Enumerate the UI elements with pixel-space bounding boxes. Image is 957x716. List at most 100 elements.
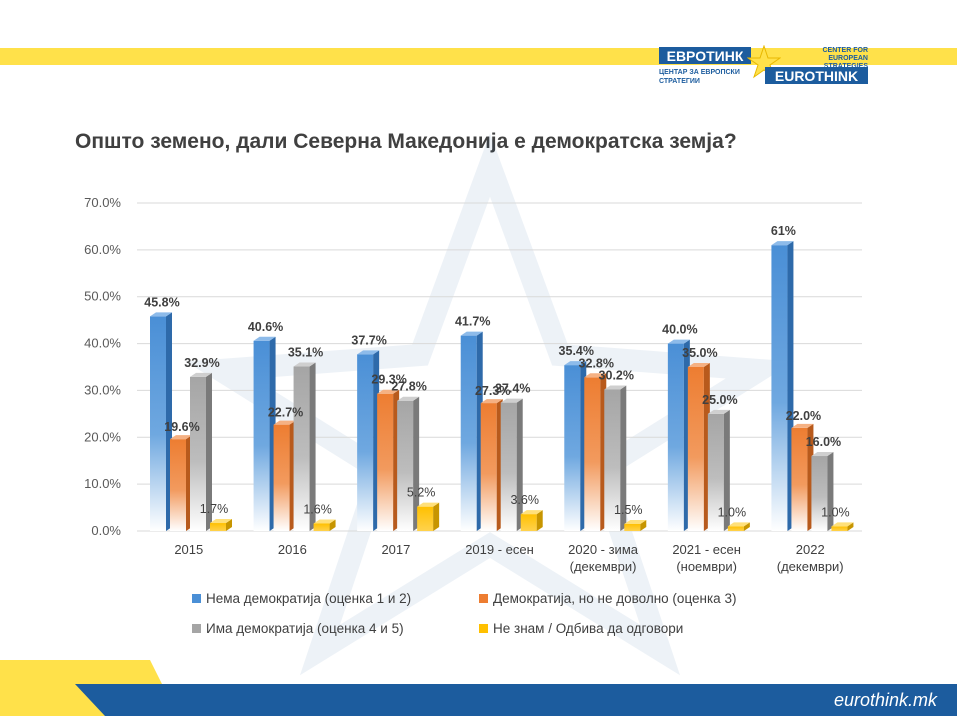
bar-top (500, 398, 523, 403)
bar-front (313, 523, 330, 531)
bar (771, 241, 794, 531)
legend-item-democracy-not-enough: Демократија, но не доволно (оценка 3) (479, 591, 736, 606)
bar-side (847, 522, 854, 531)
data-label: 61% (771, 224, 796, 238)
y-tick-label: 20.0% (84, 429, 121, 444)
bar-top (727, 522, 750, 527)
logo-en-subtitle: CENTER FOR EUROPEAN STRATEGIES (822, 47, 869, 70)
bar-top (357, 350, 380, 355)
data-label: 32.9% (184, 356, 219, 370)
data-label: 35.1% (288, 346, 323, 360)
bar (811, 452, 834, 531)
x-tick-label: 2022 (796, 542, 825, 557)
bar-front (253, 340, 270, 531)
data-label: 16.0% (806, 435, 841, 449)
bar (170, 435, 192, 531)
bar-front (460, 335, 477, 531)
data-label: 41.7% (455, 315, 490, 329)
legend-swatch (479, 594, 488, 603)
data-label: 27.8% (391, 380, 426, 394)
bar (397, 396, 420, 531)
bar-top (480, 399, 503, 404)
bar (604, 385, 627, 531)
eurothink-logo: ЕВРОТИНК ЦЕНТАР ЗА ЕВРОПСКИ СТРАТЕГИИ CE… (655, 43, 870, 95)
bar-front (417, 506, 434, 531)
x-tick-label: 2019 - есен (465, 542, 534, 557)
bar-side (329, 519, 336, 531)
legend-label: Не знам / Одбива да одговори (493, 621, 684, 636)
bar-front (831, 526, 848, 531)
bar-top (520, 510, 543, 515)
legend-label: Има демократија (оценка 4 и 5) (206, 621, 404, 636)
bar-side (536, 510, 543, 531)
y-tick-label: 70.0% (84, 195, 121, 210)
bar-side (413, 396, 420, 531)
bar-top (831, 522, 854, 527)
bar (727, 522, 750, 531)
bar-side (516, 398, 523, 531)
bar-front (210, 523, 226, 531)
bar-top (273, 420, 296, 425)
bar-top (190, 372, 212, 377)
bar-front (520, 514, 537, 531)
data-label: 3.6% (510, 493, 539, 507)
bar-top (791, 423, 814, 428)
bar-side (620, 385, 627, 531)
bar-front (273, 424, 290, 531)
bar-top (667, 339, 690, 344)
data-label: 45.8% (144, 295, 179, 309)
site-url: eurothink.mk (833, 690, 937, 710)
bar-side (433, 502, 440, 531)
data-label: 1.7% (200, 502, 229, 516)
bar (460, 331, 483, 531)
legend-label: Нема демократија (оценка 1 и 2) (206, 591, 412, 606)
data-label: 29.3% (371, 373, 406, 387)
bar-top (604, 385, 627, 390)
bar-front (604, 389, 621, 531)
bar-top (170, 435, 192, 440)
data-label: 40.6% (248, 320, 283, 334)
bar-front (150, 316, 166, 531)
y-tick-label: 60.0% (84, 242, 121, 257)
bar-top (771, 241, 794, 246)
data-label: 40.0% (662, 323, 697, 337)
data-label: 35.4% (559, 344, 594, 358)
bar-front (397, 400, 414, 531)
x-tick-label: (декември) (777, 559, 844, 574)
bar-top (564, 361, 587, 366)
data-label: 1.6% (303, 503, 332, 517)
bar (687, 363, 710, 531)
bar (520, 510, 543, 531)
bar-front (190, 376, 206, 531)
data-label: 32.8% (579, 356, 614, 370)
data-label: 22.0% (786, 409, 821, 423)
legend-swatch (192, 624, 201, 633)
bar-top (687, 363, 710, 367)
bar-top (624, 519, 647, 524)
bar-top (707, 409, 730, 414)
y-tick-label: 0.0% (91, 523, 121, 538)
bar (210, 519, 232, 531)
bar-front (564, 365, 581, 531)
y-tick-label: 40.0% (84, 336, 121, 351)
y-tick-label: 10.0% (84, 476, 121, 491)
bar (667, 339, 690, 531)
bar (564, 361, 587, 531)
bar (313, 519, 336, 531)
bar-front (377, 393, 394, 531)
bar (707, 409, 730, 531)
bar (584, 373, 607, 531)
bar-front (624, 523, 641, 531)
bar-top (253, 336, 276, 341)
bar-front (687, 367, 704, 531)
logo-star-icon (746, 44, 782, 79)
data-label: 35.0% (682, 346, 717, 360)
bar (253, 336, 276, 531)
bar-front (771, 245, 788, 531)
logo-mk-subtitle: ЦЕНТАР ЗА ЕВРОПСКИ СТРАТЕГИИ (659, 69, 740, 85)
bar (831, 522, 854, 531)
legend-label: Демократија, но не доволно (оценка 3) (493, 591, 737, 606)
bar-top (584, 373, 607, 378)
x-tick-label: 2016 (278, 542, 307, 557)
bar (417, 502, 440, 531)
